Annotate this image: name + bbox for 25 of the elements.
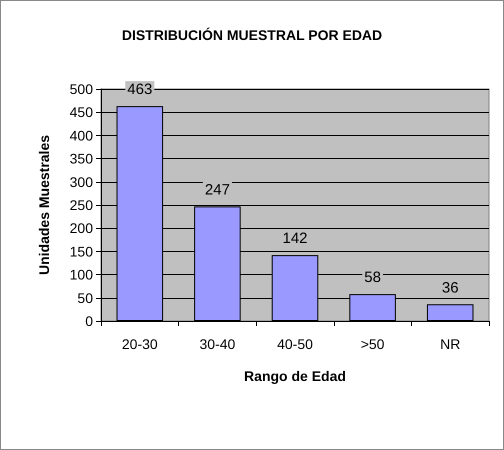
x-tick-label: 20-30 — [122, 336, 158, 352]
y-tick-label: 300 — [70, 174, 94, 190]
x-tick-label: >50 — [360, 336, 385, 352]
x-axis-title: Rango de Edad — [244, 368, 346, 384]
data-label: 463 — [127, 81, 152, 98]
chart-title: DISTRIBUCIÓN MUESTRAL POR EDAD — [122, 27, 382, 43]
x-tick-label: 40-50 — [277, 336, 314, 352]
data-label: 36 — [442, 279, 459, 296]
y-tick-label: 150 — [70, 243, 94, 260]
y-tick-label: 450 — [70, 104, 94, 120]
x-tick-label: 30-40 — [199, 336, 236, 352]
data-label: 142 — [282, 230, 308, 248]
y-tick-label: 0 — [85, 313, 94, 329]
y-tick-label: 200 — [70, 220, 94, 236]
y-axis-title: Unidades Muestrales — [36, 134, 52, 276]
y-tick-label: 100 — [70, 266, 94, 283]
bar — [426, 304, 474, 321]
y-tick-label: 250 — [70, 197, 94, 213]
y-tick-label: 350 — [70, 150, 94, 167]
x-tick-label: NR — [440, 336, 460, 352]
data-label: 247 — [204, 181, 230, 198]
data-label: 58 — [364, 269, 381, 286]
y-tick-label: 500 — [70, 81, 94, 97]
y-tick-label: 400 — [70, 127, 94, 144]
y-tick-label: 50 — [77, 290, 94, 306]
